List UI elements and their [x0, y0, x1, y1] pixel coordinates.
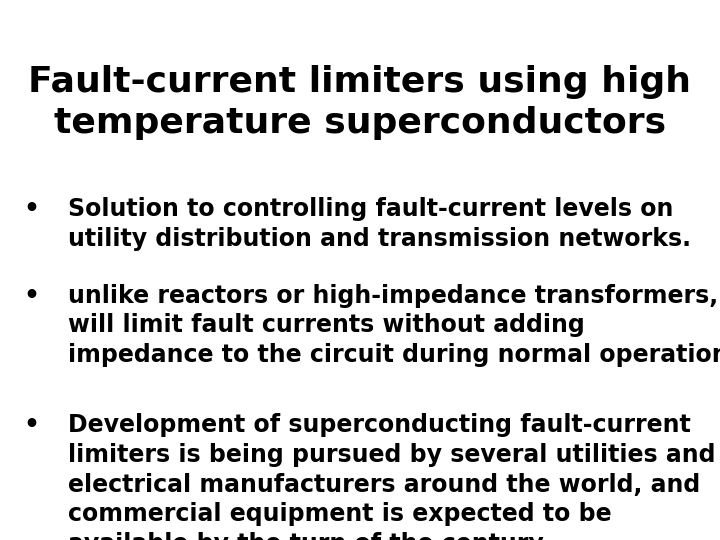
- Text: •: •: [24, 284, 40, 307]
- Text: Fault-current limiters using high
temperature superconductors: Fault-current limiters using high temper…: [29, 65, 691, 139]
- Text: •: •: [24, 197, 40, 221]
- Text: Development of superconducting fault-current
limiters is being pursued by severa: Development of superconducting fault-cur…: [68, 413, 716, 540]
- Text: Solution to controlling fault-current levels on
utility distribution and transmi: Solution to controlling fault-current le…: [68, 197, 691, 251]
- Text: •: •: [24, 413, 40, 437]
- Text: unlike reactors or high-impedance transformers,
will limit fault currents withou: unlike reactors or high-impedance transf…: [68, 284, 720, 367]
